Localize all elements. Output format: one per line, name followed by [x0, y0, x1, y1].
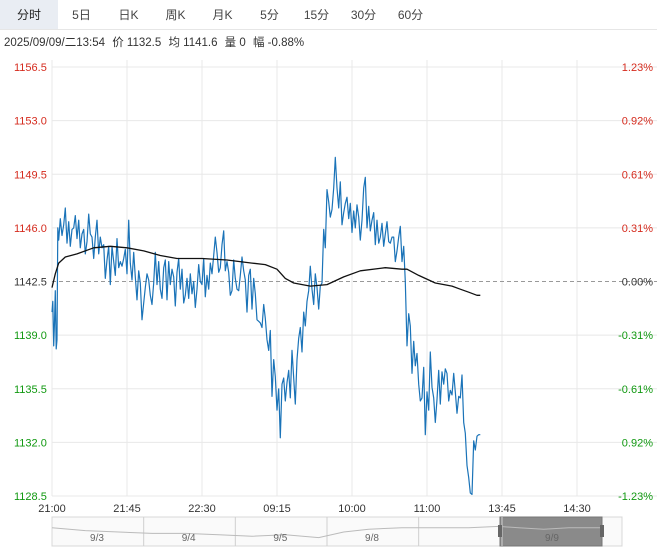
- navigator-day-label: 9/3: [90, 533, 104, 544]
- y-tick-label-right: -0.61%: [618, 384, 653, 396]
- x-tick-label: 09:15: [263, 503, 291, 515]
- info-price: 价 1132.5: [112, 37, 162, 49]
- y-tick-label-right: 0.92%: [622, 116, 653, 128]
- navigator-day-label: 9/8: [365, 533, 379, 544]
- x-tick-label: 21:00: [38, 503, 66, 515]
- tab-7[interactable]: 30分: [350, 8, 377, 22]
- y-tick-label-left: 1146.0: [14, 223, 47, 235]
- x-tick-label: 22:30: [188, 503, 216, 515]
- crosshair-info-bar: 2025/09/09/二13:54 价 1132.5 均 1141.6 量 0 …: [4, 34, 308, 50]
- y-tick-label-right: 1.23%: [622, 62, 653, 74]
- y-tick-label-right: 0.61%: [622, 169, 653, 181]
- period-tab-bar: 分时 5日 日K 周K 月K 5分 15分 30分 60分: [0, 0, 657, 30]
- x-tick-label: 10:00: [338, 503, 366, 515]
- navigator-day-label: 9/4: [182, 533, 196, 544]
- y-tick-label-right: 0.00%: [622, 277, 653, 289]
- navigator-handle-left[interactable]: [498, 525, 502, 537]
- y-tick-label-left: 1142.5: [14, 277, 47, 289]
- tab-4[interactable]: 月K: [212, 8, 233, 22]
- y-tick-label-left: 1132.0: [14, 437, 47, 449]
- info-datetime: 2025/09/09/二13:54: [4, 37, 106, 49]
- average-price-line: [51, 245, 481, 296]
- tab-0[interactable]: 分时: [0, 0, 58, 29]
- navigator-trend-line: [51, 525, 602, 539]
- y-tick-label-left: 1149.5: [14, 169, 47, 181]
- tab-1[interactable]: 5日: [72, 8, 91, 22]
- y-tick-label-left: 1156.5: [14, 62, 47, 74]
- info-average: 均 1141.6: [168, 37, 218, 49]
- y-tick-label-right: 0.92%: [622, 437, 653, 449]
- y-tick-label-left: 1128.5: [14, 491, 47, 503]
- tab-3[interactable]: 周K: [165, 8, 186, 22]
- tab-5[interactable]: 5分: [260, 8, 279, 22]
- tab-8[interactable]: 60分: [397, 8, 424, 22]
- x-tick-label: 14:30: [563, 503, 591, 515]
- x-tick-label: 11:00: [414, 503, 441, 515]
- y-tick-label-right: -0.31%: [618, 330, 653, 342]
- price-line: [51, 156, 481, 496]
- x-tick-label: 13:45: [488, 503, 516, 515]
- info-change: 幅 -0.88%: [252, 37, 305, 49]
- tab-6[interactable]: 15分: [303, 8, 330, 22]
- y-tick-label-left: 1153.0: [14, 116, 47, 128]
- y-tick-label-left: 1139.0: [14, 330, 47, 342]
- y-tick-label-right: -1.23%: [618, 491, 653, 503]
- navigator-day-label: 9/9: [545, 533, 559, 544]
- navigator-day-label: 9/5: [273, 533, 287, 544]
- navigator-handle-right[interactable]: [600, 525, 604, 537]
- x-tick-label: 21:45: [113, 503, 141, 515]
- y-tick-label-left: 1135.5: [14, 384, 47, 396]
- tab-2[interactable]: 日K: [118, 8, 139, 22]
- info-volume: 量 0: [224, 37, 246, 49]
- y-tick-label-right: 0.31%: [622, 223, 653, 235]
